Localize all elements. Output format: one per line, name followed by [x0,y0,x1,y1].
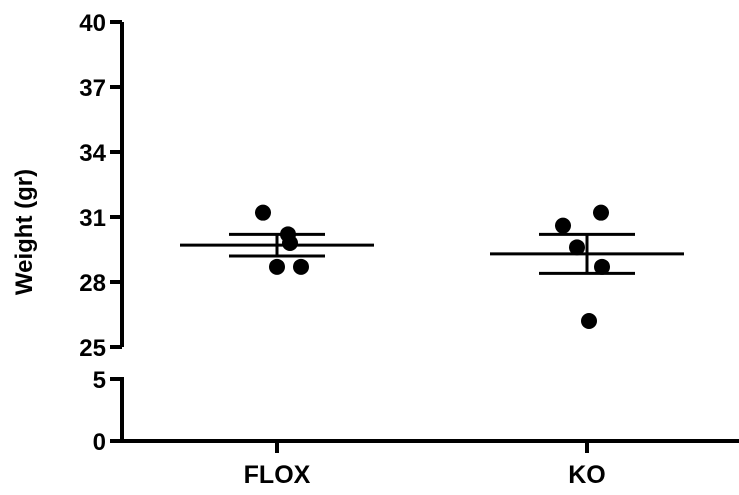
y-tick-label: 31 [79,205,106,232]
data-point [269,258,285,275]
x-tick-label: KO [568,461,606,489]
data-point [594,258,610,275]
x-tick-label: FLOX [244,461,311,489]
y-axis-title: Weight (gr) [11,169,38,295]
data-point [581,313,597,329]
y-tick-label: 34 [79,140,106,167]
data-point [555,217,571,234]
data-point [569,239,585,256]
x-ticks: FLOX KO [244,441,606,489]
y-tick-label: 25 [79,335,106,362]
y-tick-label: 40 [79,10,106,37]
y-tick-label: 5 [93,367,106,394]
y-tick-label: 28 [79,270,106,297]
data-marks [180,204,684,329]
y-ticks: 0 5 25 28 31 34 37 40 [79,10,122,456]
data-point [593,204,609,221]
y-tick-label: 37 [79,75,106,102]
y-tick-label: 0 [93,429,106,456]
data-point [280,226,296,243]
data-point [255,204,271,221]
data-point [293,258,309,275]
